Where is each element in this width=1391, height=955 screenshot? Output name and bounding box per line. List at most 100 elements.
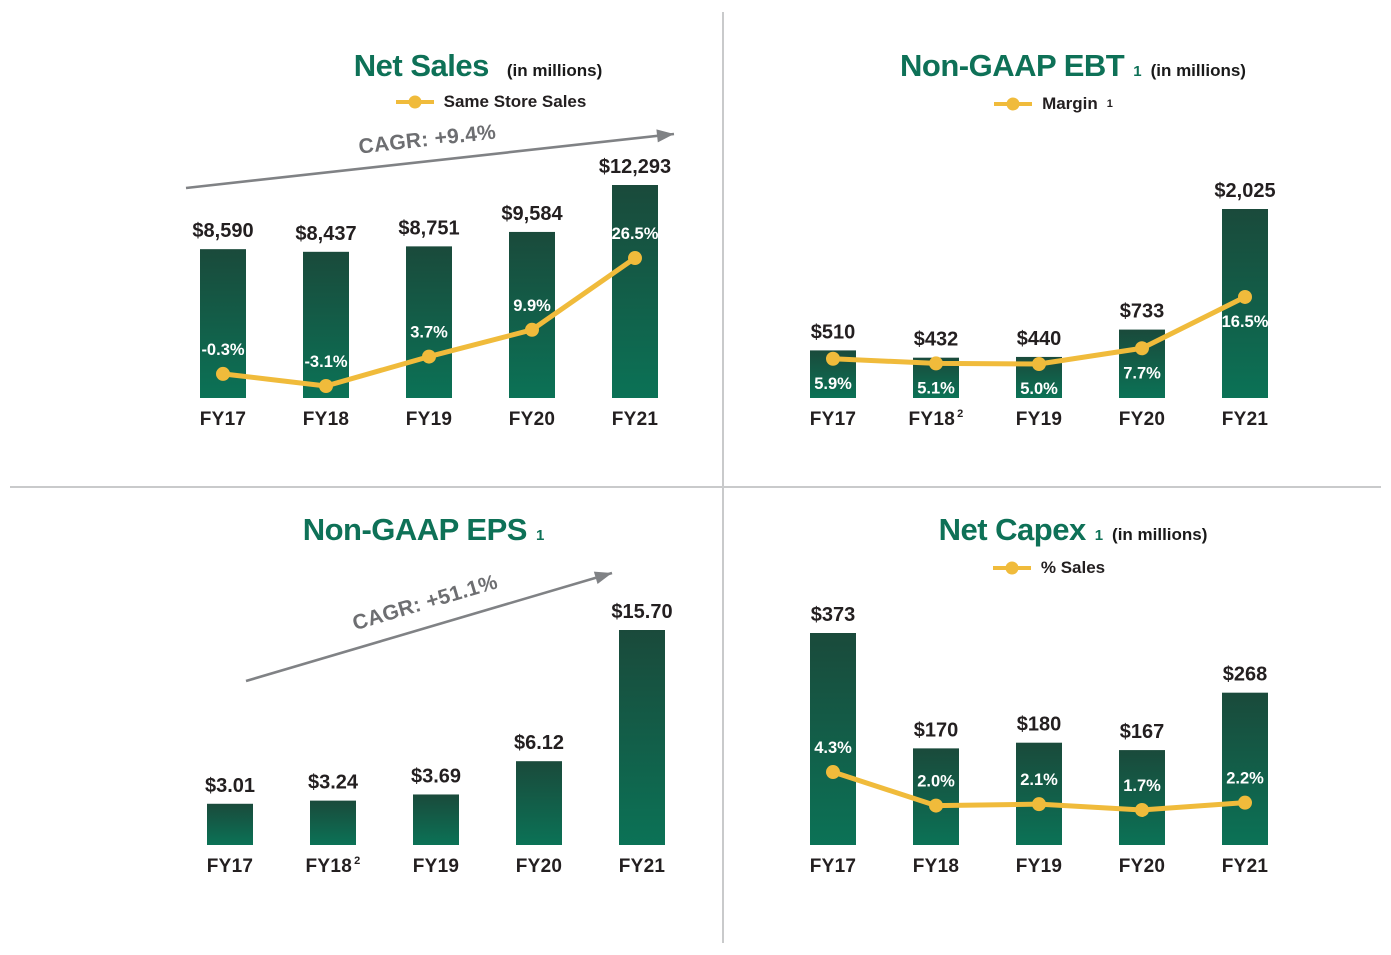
chart-unit-note: (in millions) — [1112, 525, 1208, 544]
chart-title-text: Non-GAAP EPS — [302, 512, 528, 547]
bar-value-label: $3.24 — [308, 772, 359, 794]
bar-fy20 — [516, 761, 562, 845]
x-axis-label: FY19 — [1016, 856, 1063, 877]
bar-value-label: $2,025 — [1214, 180, 1275, 202]
chart-unit-note: (in millions) — [1150, 61, 1246, 80]
bar-value-label: $432 — [914, 329, 959, 351]
bar-fy20 — [509, 231, 555, 398]
bar-value-label: $15.70 — [611, 601, 672, 623]
x-axis-label: FY20 — [516, 856, 563, 877]
non-gaap-ebt-legend: Margin 1 — [753, 94, 1353, 114]
net-capex-chart: $373 FY17 $170 FY18 $180 FY19 $167 FY20 $268 FY21… — [810, 604, 1269, 877]
bar-value-label: $733 — [1120, 301, 1165, 323]
bar-fy20 — [1119, 750, 1165, 845]
cagr-arrow — [245, 571, 613, 683]
line-marker — [1032, 797, 1046, 812]
chart-title-superscript: 1 — [1094, 527, 1104, 544]
net-sales-chart: $8,590 FY17 $8,437 FY18 $8,751 FY19 $9,584 FY20… — [185, 121, 675, 430]
net-capex-legend: % Sales — [753, 558, 1353, 578]
line-marker — [929, 798, 943, 813]
x-axis-label: FY20 — [1119, 409, 1166, 430]
x-axis-label: FY20 — [509, 409, 556, 430]
line-pct-label: 3.7% — [410, 324, 448, 342]
line-pct-label: 5.1% — [917, 379, 955, 397]
horizontal-divider — [10, 486, 1381, 488]
bar-value-label: $9,584 — [501, 203, 563, 225]
line-pct-label: 26.5% — [612, 225, 659, 243]
non-gaap-eps-chart: $3.01 FY17 $3.24 FY18 2 $3.69 FY19 $6.12 FY20 $15… — [205, 570, 673, 877]
legend-superscript: 1 — [1106, 98, 1113, 110]
bar-value-label: $6.12 — [514, 732, 564, 754]
non-gaap-ebt-chart: $510 FY17 $432 FY18 2 $440 FY19 $733 FY20 $2,025 F… — [810, 180, 1276, 430]
bar-value-label: $8,590 — [192, 220, 253, 242]
bar-value-label: $8,751 — [398, 217, 459, 239]
bar-value-label: $373 — [811, 604, 856, 626]
chart-title-text: Non-GAAP EBT — [900, 48, 1125, 83]
x-axis-label: FY17 — [810, 409, 857, 430]
bar-value-label: $8,437 — [295, 223, 356, 245]
bar-fy17 — [207, 803, 253, 845]
x-axis-label: FY19 — [406, 409, 453, 430]
line-pct-label: 4.3% — [814, 739, 852, 757]
bar-value-label: $167 — [1120, 721, 1165, 743]
legend-line-dot-icon — [994, 97, 1033, 111]
x-axis-label: FY17 — [810, 856, 857, 877]
x-axis-label: FY21 — [619, 856, 666, 877]
bar-fy18 — [303, 251, 349, 398]
line-marker — [216, 366, 230, 381]
line-pct-label: 5.9% — [814, 375, 852, 393]
cagr-label: CAGR: +51.1% — [350, 570, 500, 635]
x-axis-label: FY19 — [413, 856, 460, 877]
line-marker — [929, 356, 943, 371]
line-marker — [1238, 795, 1252, 810]
cagr-arrowhead — [656, 129, 674, 143]
chart-title-text: Net Capex — [938, 512, 1087, 547]
line-marker — [525, 322, 539, 337]
x-axis-label: FY18 2 — [908, 408, 963, 430]
x-axis-label: FY21 — [1222, 856, 1269, 877]
line-pct-label: 2.2% — [1226, 770, 1264, 788]
x-axis-label: FY18 — [913, 856, 960, 877]
line-marker — [1135, 341, 1149, 356]
vertical-divider — [722, 12, 724, 943]
x-axis-label: FY21 — [1222, 409, 1269, 430]
cagr-label: CAGR: +9.4% — [357, 121, 497, 159]
x-axis-label: FY17 — [200, 409, 247, 430]
x-axis-label: FY19 — [1016, 409, 1063, 430]
bar-fy18 — [310, 800, 356, 845]
bar-fy19 — [406, 246, 452, 398]
bar-fy21 — [612, 185, 658, 398]
non-gaap-eps-title: Non-GAAP EPS 1 — [128, 512, 728, 548]
line-marker — [1135, 802, 1149, 817]
x-axis-label-superscript: 2 — [354, 855, 360, 867]
bar-fy21 — [1222, 692, 1268, 845]
line-marker — [422, 349, 436, 364]
bar-value-label: $3.01 — [205, 775, 255, 797]
net-sales-title: Net Sales (in millions) — [178, 48, 778, 84]
legend-label: Same Store Sales — [443, 92, 587, 111]
line-marker — [319, 379, 333, 394]
line-marker — [1032, 357, 1046, 371]
cagr-arrowhead — [593, 571, 612, 585]
net-capex-title: Net Capex 1 (in millions) — [773, 512, 1373, 548]
bar-value-label: $180 — [1017, 714, 1062, 736]
line-pct-label: 5.0% — [1020, 380, 1058, 398]
x-axis-label: FY20 — [1119, 856, 1166, 877]
bar-fy19 — [413, 794, 459, 845]
line-pct-label: 9.9% — [513, 297, 551, 315]
line-marker — [826, 765, 840, 780]
bar-fy17 — [810, 633, 856, 845]
x-axis-label: FY17 — [207, 856, 254, 877]
net-sales-legend: Same Store Sales — [195, 92, 795, 112]
bar-fy21 — [619, 630, 665, 845]
bar-value-label: $440 — [1017, 328, 1062, 350]
bar-value-label: $12,293 — [599, 156, 671, 178]
bar-fy18 — [913, 748, 959, 845]
line-pct-label: 1.7% — [1123, 777, 1161, 795]
line-pct-label: -0.3% — [201, 341, 244, 359]
bar-fy19 — [1016, 742, 1062, 845]
bar-value-label: $3.69 — [411, 765, 461, 787]
bar-value-label: $510 — [811, 321, 856, 343]
legend-line-dot-icon — [992, 561, 1031, 575]
